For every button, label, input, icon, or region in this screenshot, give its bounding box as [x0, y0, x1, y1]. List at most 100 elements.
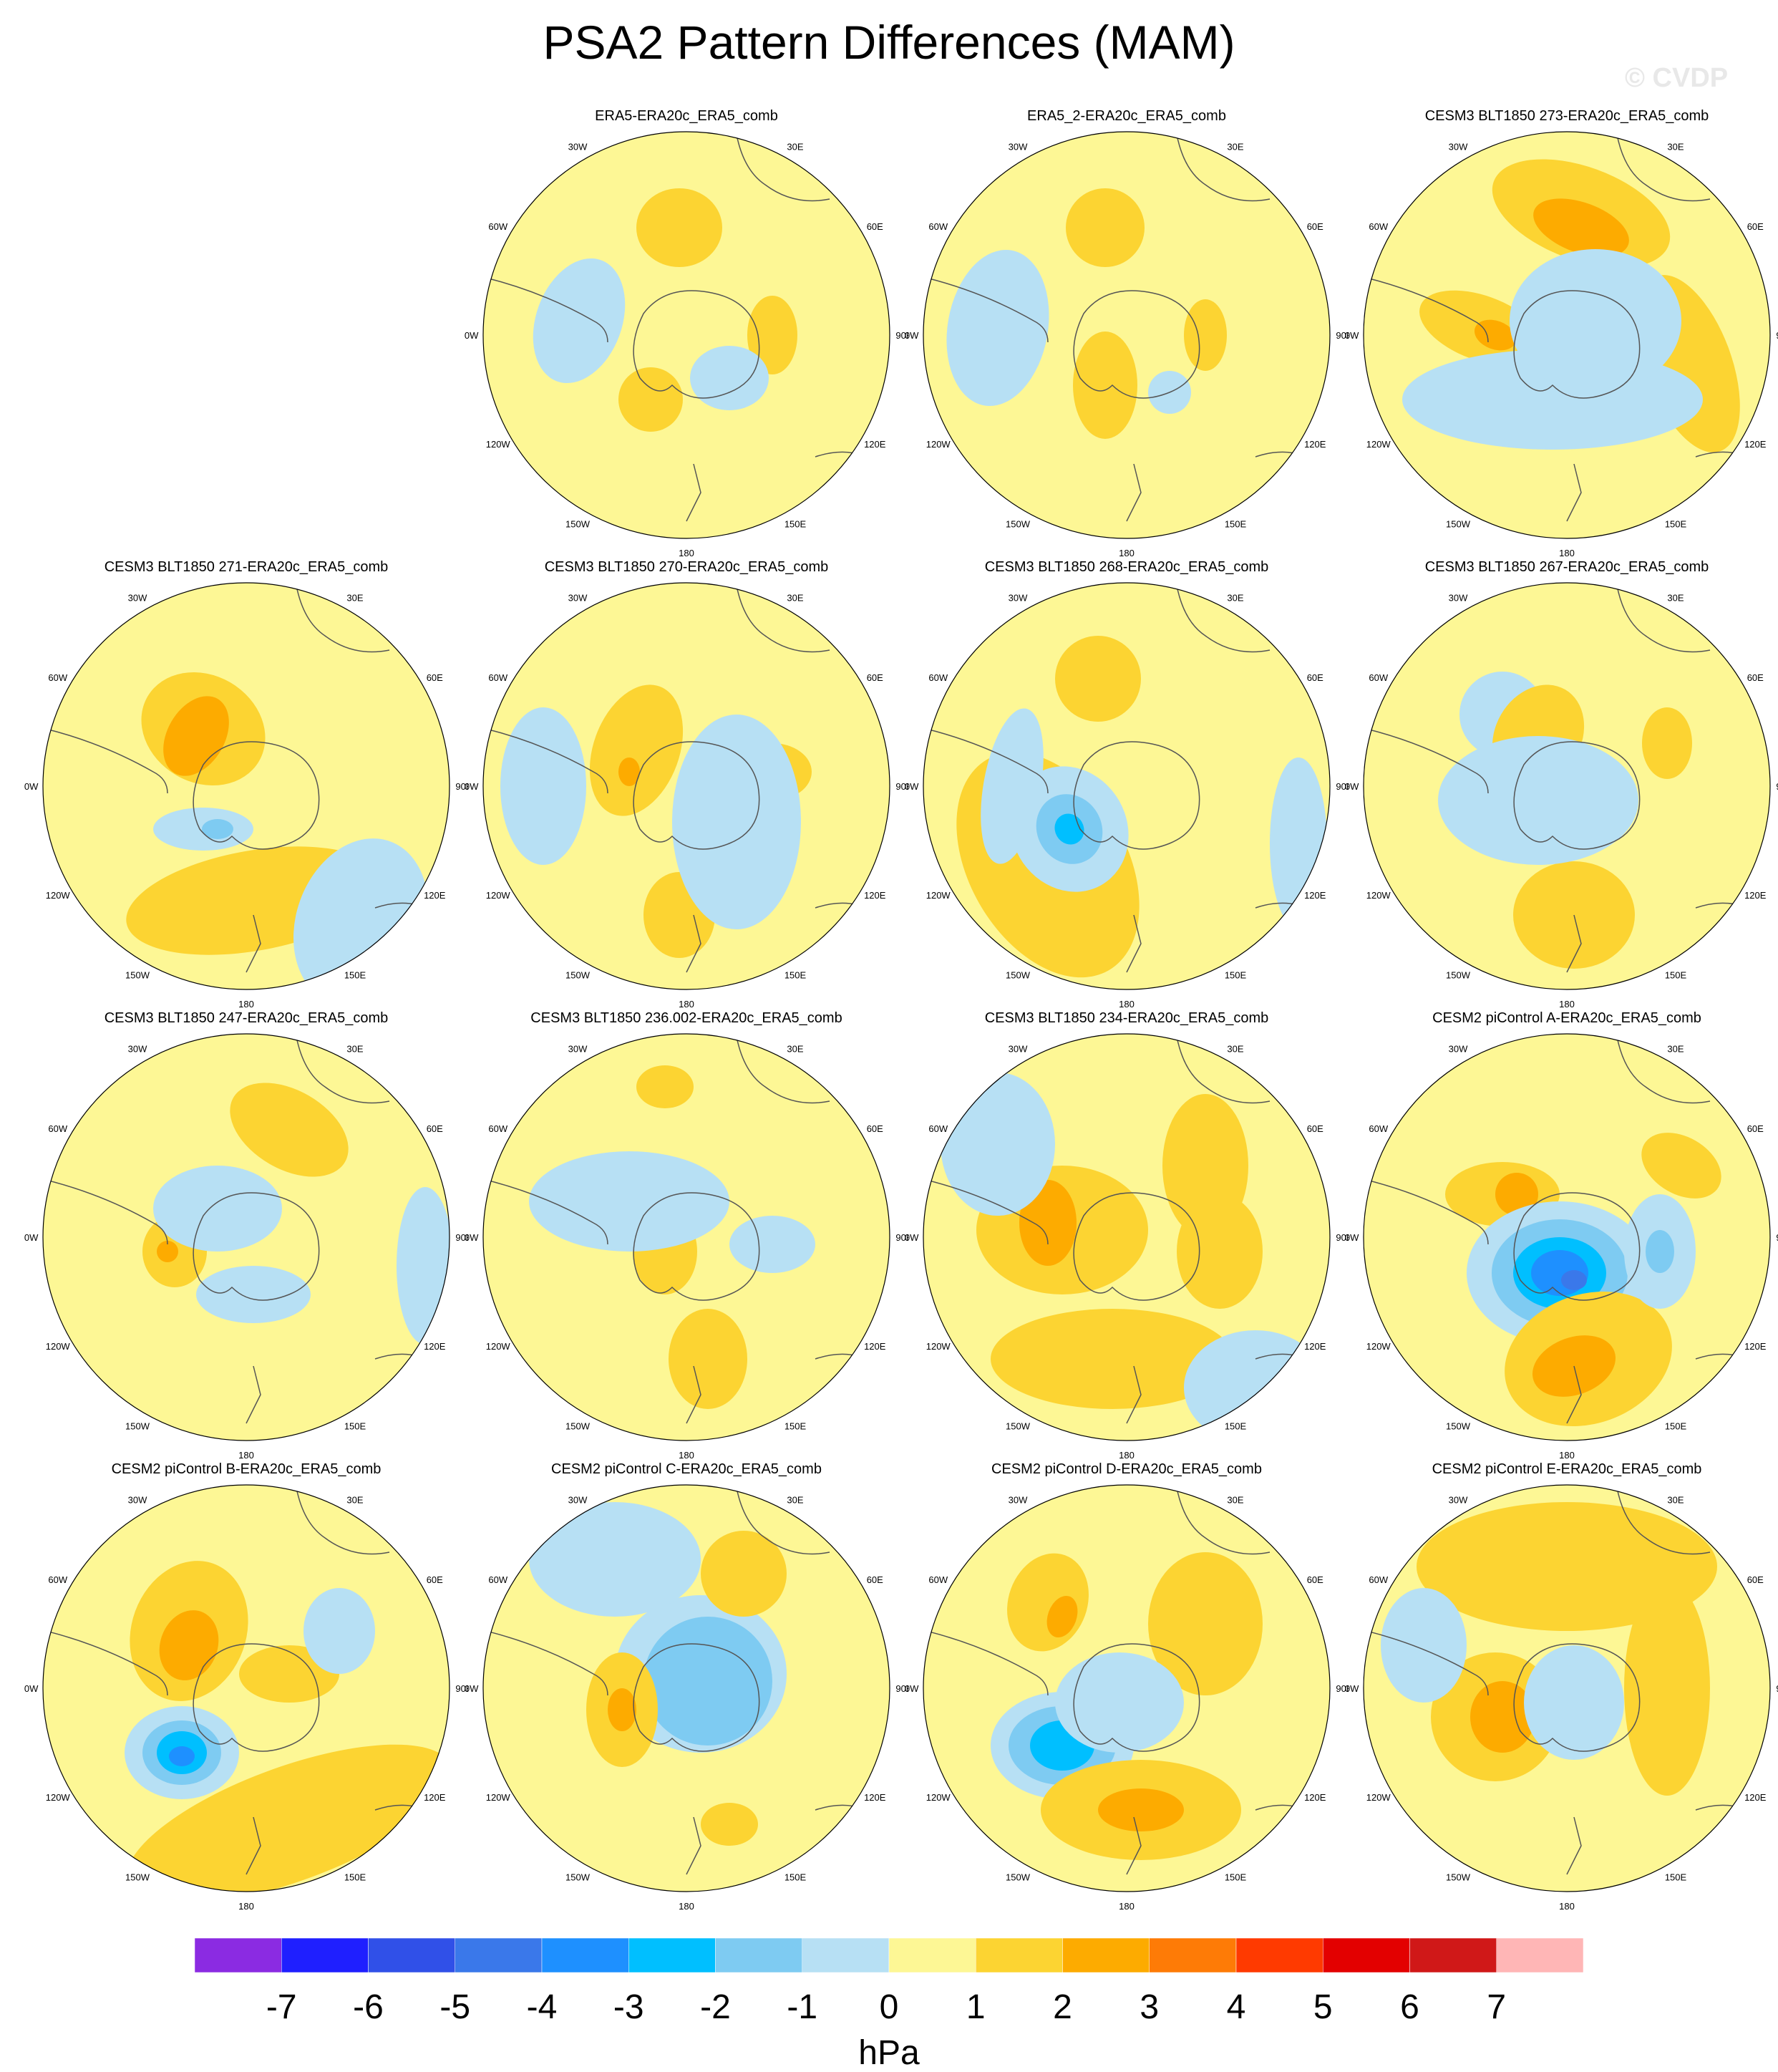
longitude-label: 120W [486, 1792, 511, 1803]
longitude-label: 150E [1665, 969, 1687, 980]
map-boundary [482, 1484, 890, 1892]
anomaly-contour [589, 684, 684, 816]
africa-coastline [1616, 585, 1711, 653]
longitude-label: 30E [1667, 593, 1684, 604]
longitude-label: 90E [1336, 781, 1349, 792]
panel-title: CESM2 piControl D-ERA20c_ERA5_comb [991, 1461, 1262, 1477]
anomaly-contour [747, 296, 797, 374]
longitude-label: 90W [465, 1683, 479, 1694]
anomaly-contour [1641, 1133, 1721, 1199]
polar-map: 030E60E90E120E150E180150W120W90W60W30W [905, 131, 1349, 557]
longitude-label: 180 [1119, 548, 1135, 557]
panel-title: CESM2 piControl A-ERA20c_ERA5_comb [1432, 1010, 1701, 1026]
anomaly-contour [672, 715, 801, 929]
longitude-label: 180 [1119, 1450, 1135, 1459]
anomaly-contour [529, 1502, 701, 1617]
longitude-label: 60W [1369, 221, 1388, 232]
longitude-label: 90W [905, 330, 919, 341]
longitude-label: 150E [1665, 1872, 1687, 1882]
anomaly-contour [169, 1746, 195, 1766]
south-america-coastline [926, 277, 1049, 343]
longitude-label: 180 [679, 1901, 694, 1910]
africa-coastline [1616, 134, 1711, 202]
longitude-label: 120W [1366, 1341, 1391, 1352]
longitude-label: 120E [1304, 1341, 1326, 1352]
anomaly-contour [230, 1083, 349, 1177]
antarctica-coastline [1073, 1643, 1200, 1752]
africa-coastline [736, 585, 830, 653]
south-america-coastline [45, 728, 168, 794]
map-panel: CESM3 BLT1850 234-ERA20c_ERA5_comb030E60… [905, 1008, 1349, 1459]
panel-title: CESM2 piControl C-ERA20c_ERA5_comb [551, 1461, 822, 1477]
longitude-label: 60W [928, 1574, 948, 1585]
anomaly-contour [529, 1151, 729, 1252]
longitude-label: 30W [568, 1495, 588, 1506]
map-panel: CESM2 piControl B-ERA20c_ERA5_comb030E60… [24, 1459, 468, 1910]
longitude-label: 120W [926, 1341, 951, 1352]
panel-title: ERA5_2-ERA20c_ERA5_comb [1027, 108, 1226, 124]
africa-coastline [1176, 1487, 1271, 1555]
longitude-label: 150W [1006, 969, 1031, 980]
longitude-label: 180 [238, 1901, 254, 1910]
anomaly-contour [397, 1187, 450, 1345]
longitude-label: 90W [1345, 330, 1359, 341]
antarctica-coastline [633, 290, 760, 399]
longitude-label: 90W [24, 1683, 39, 1694]
longitude-label: 30W [128, 593, 147, 604]
south-america-coastline [45, 1630, 168, 1696]
longitude-label: 30E [1227, 142, 1243, 153]
longitude-label: 60W [488, 672, 507, 683]
longitude-label: 90E [1336, 1683, 1349, 1694]
anomaly-contour [1055, 636, 1141, 722]
panel-title: CESM3 BLT1850 234-ERA20c_ERA5_comb [984, 1010, 1269, 1026]
map-panel: CESM3 BLT1850 236.002-ERA20c_ERA5_comb03… [465, 1008, 908, 1459]
anomaly-contour [1073, 331, 1137, 439]
africa-coastline [1616, 1487, 1711, 1555]
anomaly-contour [1046, 1595, 1078, 1638]
longitude-label: 150E [1225, 1420, 1247, 1431]
longitude-label: 150E [1225, 1872, 1247, 1882]
anomaly-contour [303, 1588, 375, 1674]
longitude-label: 30E [346, 593, 363, 604]
longitude-label: 120E [1304, 890, 1326, 901]
panel-title: CESM3 BLT1850 267-ERA20c_ERA5_comb [1424, 559, 1709, 575]
longitude-label: 60W [928, 1123, 948, 1134]
longitude-label: 120E [1744, 1792, 1767, 1803]
longitude-label: 90W [1345, 1683, 1359, 1694]
anomaly-contour [618, 757, 640, 786]
colorbar-swatch [802, 1938, 890, 1973]
longitude-label: 180 [1119, 999, 1135, 1008]
anomaly-contour [1561, 1270, 1587, 1290]
africa-coastline [736, 134, 830, 202]
longitude-label: 30W [1449, 142, 1468, 153]
colorbar-tick-label: -7 [266, 1988, 297, 2026]
longitude-label: 120W [46, 1792, 71, 1803]
new-zealand-coastline [1126, 914, 1142, 973]
colorbar-tick-label: 0 [880, 1988, 899, 2026]
longitude-label: 30E [1227, 593, 1243, 604]
longitude-label: 60E [427, 672, 443, 683]
longitude-label: 150W [565, 1420, 591, 1431]
longitude-label: 90W [1345, 781, 1359, 792]
longitude-label: 30W [1009, 1495, 1028, 1506]
anomaly-contour [126, 1744, 450, 1892]
longitude-label: 120W [1366, 1792, 1391, 1803]
longitude-label: 150W [1446, 1872, 1471, 1882]
map-boundary [1363, 582, 1771, 990]
colorbar-swatch [281, 1938, 369, 1973]
longitude-label: 150W [565, 969, 591, 980]
anomaly-contour [1642, 707, 1692, 779]
africa-coastline [1176, 134, 1271, 202]
longitude-label: 150W [1446, 969, 1471, 980]
longitude-label: 90E [1776, 781, 1778, 792]
anomaly-contour [729, 1216, 815, 1273]
longitude-label: 120E [864, 439, 886, 450]
colorbar-tick-label: -1 [787, 1988, 817, 2026]
south-america-coastline [485, 1630, 608, 1696]
longitude-label: 60E [1747, 672, 1764, 683]
longitude-label: 60E [867, 1574, 883, 1585]
longitude-label: 180 [1559, 1450, 1575, 1459]
longitude-label: 60E [867, 221, 883, 232]
longitude-label: 120W [486, 439, 511, 450]
colorbar-tick-label: -3 [613, 1988, 644, 2026]
